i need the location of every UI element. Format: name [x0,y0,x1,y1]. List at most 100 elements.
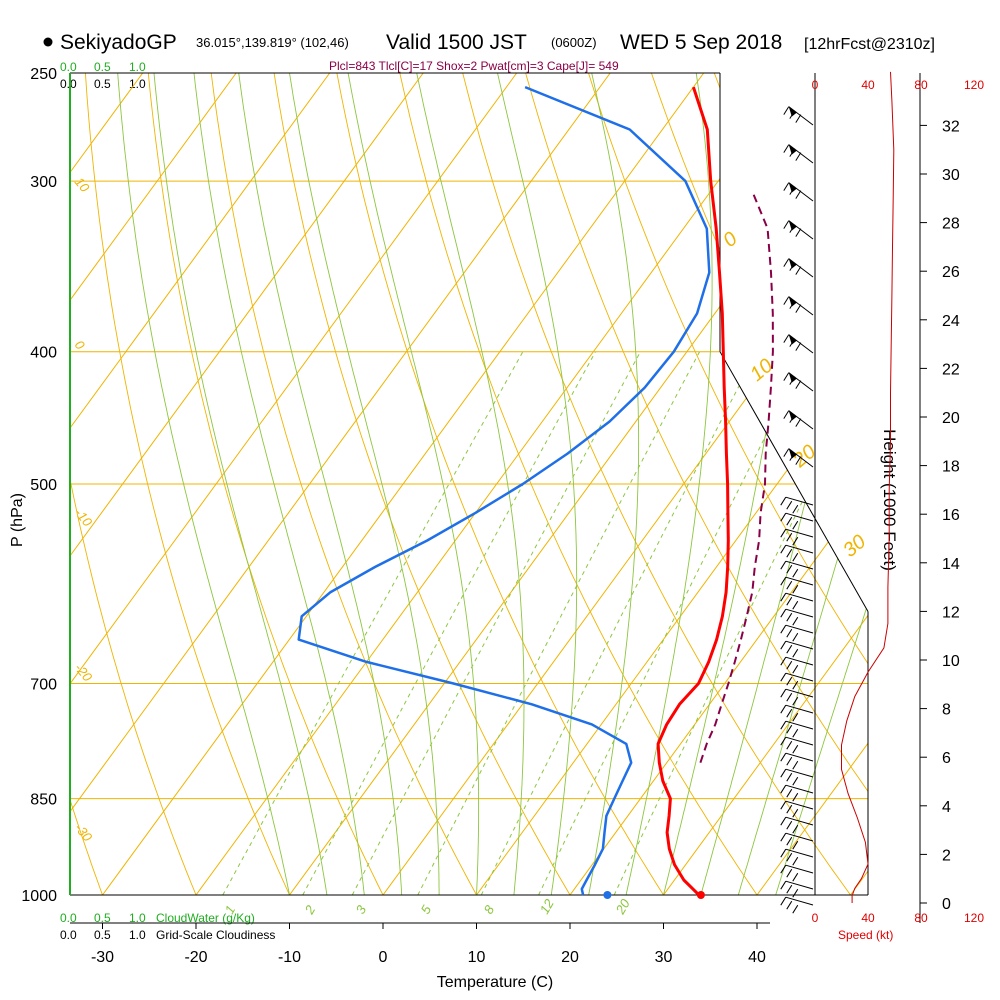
wind-barb-icon [783,334,814,354]
mixing-ratio-line [351,351,641,895]
mixing-ratio-line [538,351,809,895]
speed-tick-bottom-40: 40 [861,911,875,925]
speed-tick-bottom-120: 120 [964,911,984,925]
wind-barb-feather [780,752,787,762]
wind-barb-feather [792,728,799,738]
isotherm-label-right-1: 10 [746,355,777,386]
isotherm-label-left-4: -30 [72,820,96,845]
wind-barb-pennant [788,410,797,421]
moist-adiabat [775,73,868,895]
isotherm-label-left-0: 10 [72,174,93,195]
wind-barb-shaft [785,832,814,842]
cloudiness-legend-label: Grid-Scale Cloudiness [156,928,275,942]
wind-barb-icon [780,656,814,674]
wind-barb-icon [780,800,814,818]
mixing-ratio-label-20: 20 [612,896,633,918]
wind-speed-axis-title: Speed (kt) [838,928,893,942]
wind-barb-icon [783,258,814,278]
wind-barb-feather [792,744,799,754]
cloudiness-scale-0: 0.0 [60,77,77,91]
wind-barb-pennant [788,182,797,193]
wind-barb-feather [789,148,796,157]
moist-adiabat [663,73,801,895]
wind-barb-feather [783,296,790,305]
wind-barb-feather [789,452,796,461]
cloudwater-scale-bottom-2: 1.0 [129,911,146,925]
wind-barb-icon [780,576,814,594]
wind-barb-shaft [785,864,814,874]
speed-tick-top-120: 120 [964,78,984,92]
wind-barb-feather [780,656,787,666]
wind-barb-shaft [785,672,814,682]
wind-barb-shaft [785,880,814,890]
mixing-ratio-label-2: 2 [301,902,318,917]
wind-barb-icon [783,410,814,430]
wind-barb-shaft [785,784,814,794]
moist-adiabat [285,73,440,895]
wind-barbs [780,106,814,914]
wind-barb-shaft [785,592,814,602]
temperature-tick--20: -20 [184,949,207,966]
wind-barb-feather [789,224,796,233]
isotherm-label-right-0: 0 [719,228,742,252]
wind-barb-feather [792,504,799,514]
dry-adiabat [0,49,19,924]
pressure-tick-500: 500 [30,477,57,494]
wind-barb-feather [795,418,802,427]
wind-barb-feather [783,258,790,267]
isotherm-label-right-3: 30 [839,531,870,562]
wind-barb-feather [786,564,793,574]
wind-barb-feather [786,820,793,830]
wind-barb-feather [780,864,787,874]
wind-barb-feather [783,182,790,191]
wind-barb-feather [780,544,787,554]
temperature-tick-40: 40 [748,949,766,966]
pressure-tick-1000: 1000 [21,888,57,905]
wind-barb-feather [795,266,802,275]
wind-barb-feather [786,580,793,590]
wind-barb-feather [783,448,790,457]
height-tick-4: 4 [942,799,951,816]
wind-barb-feather [786,740,793,750]
wind-barb-pennant [788,220,797,231]
height-tick-8: 8 [942,702,951,719]
height-tick-28: 28 [942,216,960,233]
pressure-tick-250: 250 [30,66,57,83]
wind-barb-shaft [785,816,814,826]
moist-adiabat [700,73,868,895]
temperature-tick-0: 0 [379,949,388,966]
temperature-tick--30: -30 [91,949,114,966]
height-tick-24: 24 [942,313,960,330]
wind-barb-feather [795,456,802,465]
mixing-ratio-line [417,351,701,895]
dry-adiabat [70,73,114,895]
wind-barb-feather [780,496,787,506]
wind-barb-feather [780,784,787,794]
top-boundary-line [719,351,869,612]
cloudiness-scale-bottom-0: 0.0 [60,928,77,942]
wind-barb-feather [786,500,793,510]
x-axis-title: Temperature (C) [437,974,553,991]
height-tick-30: 30 [942,167,960,184]
wind-barb-feather [795,152,802,161]
wind-barb-feather [783,410,790,419]
wind-barb-shaft [785,704,814,714]
wind-barb-feather [786,724,793,734]
wind-barb-shaft [785,624,814,634]
wind-barb-shaft [785,752,814,762]
wind-barb-icon [780,896,814,914]
wind-barb-feather [792,696,799,706]
wind-barb-feather [786,756,793,766]
wind-barb-feather [780,800,787,810]
moist-adiabat [585,73,640,895]
isotherm-line [70,73,331,895]
height-tick-20: 20 [942,410,960,427]
wind-barb-feather [786,900,793,910]
speed-tick-bottom-0: 0 [812,911,819,925]
wind-barb-icon [780,592,814,610]
speed-tick-top-80: 80 [914,78,928,92]
wind-barb-icon [780,736,814,754]
wind-barb-feather [783,334,790,343]
isotherm-line [663,73,868,895]
y-axis-title: P (hPa) [9,493,26,547]
